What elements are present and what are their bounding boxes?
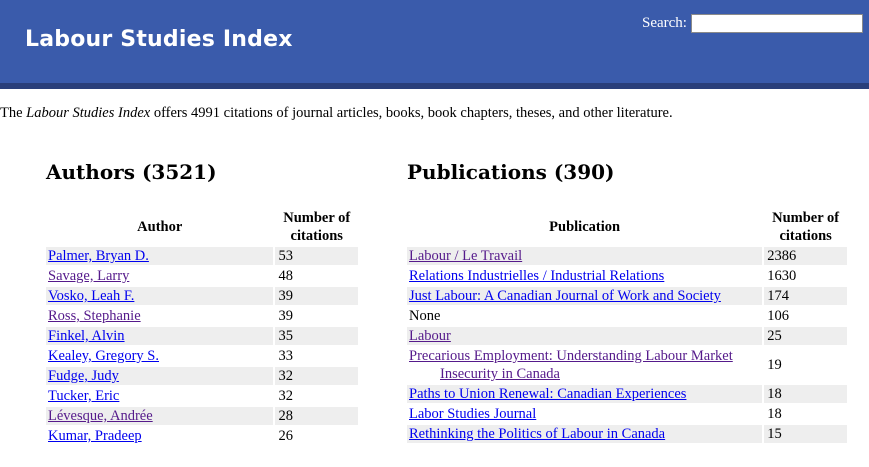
table-row: Rethinking the Politics of Labour in Can…	[407, 425, 847, 443]
author-count-column-header: Number of citations	[275, 209, 358, 245]
citation-count: 39	[275, 307, 358, 325]
author-link[interactable]: Kealey, Gregory S.	[48, 348, 159, 364]
publication-count-header-line2: citations	[779, 228, 832, 244]
intro-index-name: Labour Studies Index	[26, 105, 151, 121]
table-row: Kealey, Gregory S. 33	[46, 347, 358, 365]
table-row: Paths to Union Renewal: Canadian Experie…	[407, 385, 847, 403]
publication-cell: Relations Industrielles / Industrial Rel…	[407, 267, 763, 285]
publication-count-column-header: Number of citations	[764, 209, 847, 245]
table-row: Labour / Le Travail 2386	[407, 247, 847, 265]
author-column-header: Author	[137, 219, 183, 235]
publication-cell: Labour / Le Travail	[407, 247, 763, 265]
citation-count: 48	[275, 267, 358, 285]
author-count-header-line2: citations	[290, 228, 343, 244]
author-cell: Lévesque, Andrée	[46, 407, 274, 425]
table-row: Savage, Larry 48	[46, 267, 358, 285]
author-link[interactable]: Kumar, Pradeep	[48, 428, 142, 444]
author-cell: Kumar, Pradeep	[46, 427, 274, 445]
publication-link[interactable]: Labor Studies Journal	[409, 406, 537, 422]
table-row: Relations Industrielles / Industrial Rel…	[407, 267, 847, 285]
publication-cell: Labour	[407, 327, 763, 345]
search-label: Search:	[642, 15, 687, 31]
intro-prefix: The	[0, 105, 27, 121]
table-row: Ross, Stephanie 39	[46, 307, 358, 325]
author-link[interactable]: Savage, Larry	[48, 268, 130, 284]
citation-count: 28	[275, 407, 358, 425]
publication-text: None	[409, 308, 441, 324]
citation-count: 33	[275, 347, 358, 365]
author-link[interactable]: Ross, Stephanie	[48, 308, 141, 324]
table-row: Labor Studies Journal 18	[407, 405, 847, 423]
search-input[interactable]	[691, 14, 863, 33]
publication-link[interactable]: Labour / Le Travail	[409, 248, 523, 264]
table-row: Precarious Employment: Understanding Lab…	[407, 347, 847, 383]
table-row: Tucker, Eric 32	[46, 387, 358, 405]
author-link[interactable]: Fudge, Judy	[48, 368, 119, 384]
publication-cell: Precarious Employment: Understanding Lab…	[407, 347, 763, 383]
citation-count: 174	[764, 287, 847, 305]
author-cell: Fudge, Judy	[46, 367, 274, 385]
author-cell: Savage, Larry	[46, 267, 274, 285]
intro-text: The Labour Studies Index offers 4991 cit…	[0, 105, 673, 122]
site-header: Labour Studies Index Search:	[0, 0, 869, 89]
table-row: Lévesque, Andrée 28	[46, 407, 358, 425]
citation-count: 39	[275, 287, 358, 305]
publication-link[interactable]: Just Labour: A Canadian Journal of Work …	[409, 288, 721, 304]
publication-link[interactable]: Precarious Employment: Understanding Lab…	[409, 348, 733, 382]
authors-table: Author Number of citations Palmer, Bryan…	[46, 207, 358, 447]
publications-table: Publication Number of citations Labour /…	[407, 207, 847, 445]
citation-count: 106	[764, 307, 847, 325]
author-cell: Vosko, Leah F.	[46, 287, 274, 305]
publication-cell: Labor Studies Journal	[407, 405, 763, 423]
publication-link[interactable]: Relations Industrielles / Industrial Rel…	[409, 268, 665, 284]
publication-wrap: Precarious Employment: Understanding Lab…	[409, 347, 760, 383]
table-row: Labour 25	[407, 327, 847, 345]
citation-count: 1630	[764, 267, 847, 285]
publication-link[interactable]: Paths to Union Renewal: Canadian Experie…	[409, 386, 687, 402]
publication-link[interactable]: Rethinking the Politics of Labour in Can…	[409, 426, 666, 442]
citation-count: 18	[764, 385, 847, 403]
table-row: Just Labour: A Canadian Journal of Work …	[407, 287, 847, 305]
publication-column-header: Publication	[549, 219, 621, 235]
citation-count: 53	[275, 247, 358, 265]
citation-count: 18	[764, 405, 847, 423]
author-link[interactable]: Tucker, Eric	[48, 388, 120, 404]
citation-count: 15	[764, 425, 847, 443]
authors-heading: Authors (3521)	[46, 160, 217, 184]
publication-link[interactable]: Labour	[409, 328, 451, 344]
table-row: Finkel, Alvin 35	[46, 327, 358, 345]
intro-suffix: offers 4991 citations of journal article…	[150, 105, 673, 121]
citation-count: 19	[764, 347, 847, 383]
author-cell: Kealey, Gregory S.	[46, 347, 274, 365]
citation-count: 25	[764, 327, 847, 345]
citation-count: 32	[275, 387, 358, 405]
citation-count: 26	[275, 427, 358, 445]
publication-count-header-line1: Number of	[772, 210, 840, 226]
publications-heading: Publications (390)	[407, 160, 615, 184]
citation-count: 2386	[764, 247, 847, 265]
publication-cell: Just Labour: A Canadian Journal of Work …	[407, 287, 763, 305]
table-row: None 106	[407, 307, 847, 325]
author-link[interactable]: Finkel, Alvin	[48, 328, 125, 344]
table-row: Palmer, Bryan D. 53	[46, 247, 358, 265]
author-cell: Ross, Stephanie	[46, 307, 274, 325]
table-row: Vosko, Leah F. 39	[46, 287, 358, 305]
author-link[interactable]: Lévesque, Andrée	[48, 408, 153, 424]
author-cell: Tucker, Eric	[46, 387, 274, 405]
publication-cell: None	[407, 307, 763, 325]
publication-cell: Paths to Union Renewal: Canadian Experie…	[407, 385, 763, 403]
citation-count: 35	[275, 327, 358, 345]
publication-cell: Rethinking the Politics of Labour in Can…	[407, 425, 763, 443]
author-count-header-line1: Number of	[283, 210, 351, 226]
author-link[interactable]: Palmer, Bryan D.	[48, 248, 149, 264]
site-title[interactable]: Labour Studies Index	[25, 27, 293, 52]
table-row: Kumar, Pradeep 26	[46, 427, 358, 445]
author-cell: Finkel, Alvin	[46, 327, 274, 345]
citation-count: 32	[275, 367, 358, 385]
author-link[interactable]: Vosko, Leah F.	[48, 288, 135, 304]
table-row: Fudge, Judy 32	[46, 367, 358, 385]
author-cell: Palmer, Bryan D.	[46, 247, 274, 265]
